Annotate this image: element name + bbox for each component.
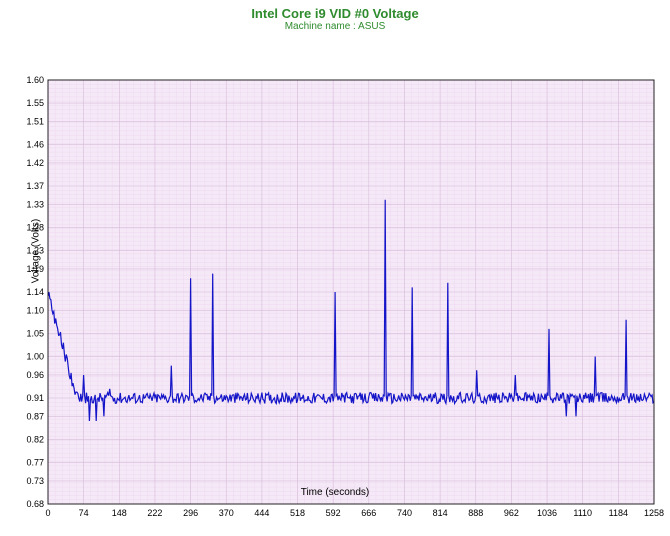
- svg-text:0.96: 0.96: [26, 370, 44, 380]
- voltage-line-chart: 0 74 148 222 296 370 444 518 592 666 740 814 888 962 1…: [0, 34, 670, 536]
- svg-text:1.33: 1.33: [26, 199, 44, 209]
- svg-text:1.42: 1.42: [26, 158, 44, 168]
- svg-text:74: 74: [79, 508, 89, 518]
- chart-title: Intel Core i9 VID #0 Voltage: [0, 0, 670, 21]
- svg-text:444: 444: [254, 508, 269, 518]
- svg-text:1.14: 1.14: [26, 287, 44, 297]
- svg-text:740: 740: [397, 508, 412, 518]
- svg-text:0.73: 0.73: [26, 476, 44, 486]
- svg-text:222: 222: [147, 508, 162, 518]
- x-axis-label: Time (seconds): [0, 487, 670, 498]
- svg-text:0.77: 0.77: [26, 458, 44, 468]
- svg-text:1110: 1110: [573, 508, 592, 518]
- svg-text:0.87: 0.87: [26, 411, 44, 421]
- svg-text:1184: 1184: [609, 508, 628, 518]
- svg-text:0.82: 0.82: [26, 434, 44, 444]
- svg-text:0.91: 0.91: [26, 393, 44, 403]
- svg-text:1036: 1036: [537, 508, 557, 518]
- svg-text:666: 666: [361, 508, 376, 518]
- chart-subtitle: Machine name : ASUS: [0, 21, 670, 34]
- svg-text:518: 518: [290, 508, 305, 518]
- svg-text:370: 370: [219, 508, 234, 518]
- svg-text:592: 592: [326, 508, 341, 518]
- svg-text:1.05: 1.05: [26, 328, 44, 338]
- svg-text:0: 0: [45, 508, 50, 518]
- svg-text:888: 888: [468, 508, 483, 518]
- svg-text:1.37: 1.37: [26, 181, 44, 191]
- svg-text:962: 962: [504, 508, 519, 518]
- svg-text:1.10: 1.10: [26, 305, 44, 315]
- svg-text:1.46: 1.46: [26, 140, 44, 150]
- y-axis-label: Voltage (Volts): [31, 219, 42, 283]
- svg-text:1.51: 1.51: [26, 116, 44, 126]
- svg-text:148: 148: [112, 508, 127, 518]
- svg-text:814: 814: [433, 508, 448, 518]
- chart-container: Intel Core i9 VID #0 Voltage Machine nam…: [0, 0, 670, 502]
- svg-text:0.68: 0.68: [26, 499, 44, 509]
- svg-text:1.55: 1.55: [26, 98, 44, 108]
- svg-text:296: 296: [183, 508, 198, 518]
- svg-text:1.00: 1.00: [26, 352, 44, 362]
- svg-text:1258: 1258: [644, 508, 664, 518]
- svg-text:1.60: 1.60: [26, 75, 44, 85]
